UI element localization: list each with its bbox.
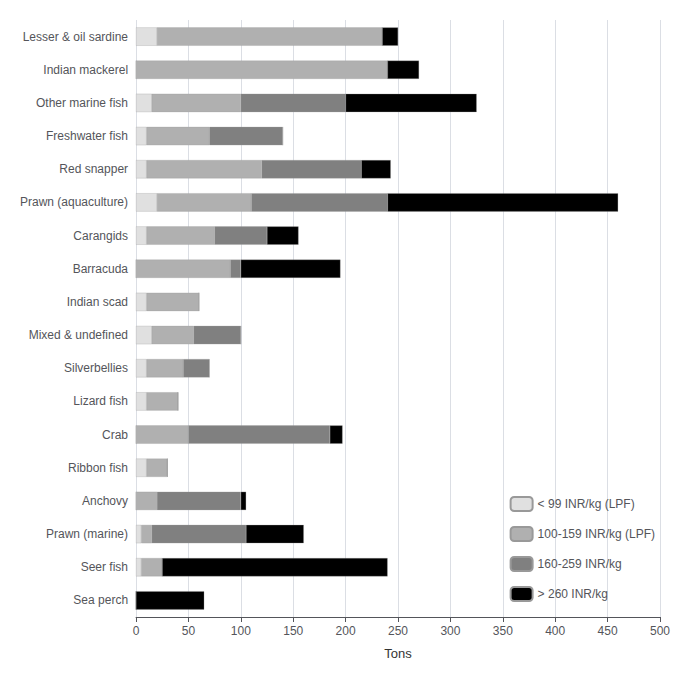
svg-text:Barracuda: Barracuda <box>73 262 129 276</box>
svg-text:Sea perch: Sea perch <box>73 593 128 607</box>
svg-text:Lesser & oil sardine: Lesser & oil sardine <box>23 30 129 44</box>
svg-text:Indian mackerel: Indian mackerel <box>43 63 128 77</box>
svg-text:Tons: Tons <box>384 646 412 661</box>
svg-text:> 260 INR/kg: > 260 INR/kg <box>538 587 608 601</box>
svg-text:Seer fish: Seer fish <box>81 560 128 574</box>
svg-text:450: 450 <box>598 624 618 638</box>
svg-text:Lizard fish: Lizard fish <box>73 394 128 408</box>
svg-text:Silverbellies: Silverbellies <box>64 361 128 375</box>
svg-text:250: 250 <box>388 624 408 638</box>
svg-text:500: 500 <box>650 624 670 638</box>
svg-text:Prawn (marine): Prawn (marine) <box>46 527 128 541</box>
svg-text:Indian scad: Indian scad <box>67 295 128 309</box>
svg-text:160-259 INR/kg: 160-259 INR/kg <box>538 557 622 571</box>
svg-text:Red snapper: Red snapper <box>59 162 128 176</box>
svg-text:400: 400 <box>545 624 565 638</box>
svg-text:350: 350 <box>493 624 513 638</box>
svg-text:100-159 INR/kg (LPF): 100-159 INR/kg (LPF) <box>538 527 655 541</box>
svg-text:Freshwater fish: Freshwater fish <box>46 129 128 143</box>
svg-text:Mixed & undefined: Mixed & undefined <box>29 328 128 342</box>
svg-text:Prawn (aquaculture): Prawn (aquaculture) <box>20 195 128 209</box>
svg-text:100: 100 <box>231 624 251 638</box>
svg-text:Other marine fish: Other marine fish <box>36 96 128 110</box>
svg-text:300: 300 <box>440 624 460 638</box>
svg-text:Anchovy: Anchovy <box>82 494 128 508</box>
svg-text:Ribbon fish: Ribbon fish <box>68 461 128 475</box>
svg-text:0: 0 <box>133 624 140 638</box>
svg-text:< 99 INR/kg (LPF): < 99 INR/kg (LPF) <box>538 497 635 511</box>
svg-text:Crab: Crab <box>102 428 128 442</box>
svg-text:Carangids: Carangids <box>73 229 128 243</box>
svg-text:150: 150 <box>283 624 303 638</box>
svg-text:50: 50 <box>182 624 196 638</box>
svg-text:200: 200 <box>336 624 356 638</box>
